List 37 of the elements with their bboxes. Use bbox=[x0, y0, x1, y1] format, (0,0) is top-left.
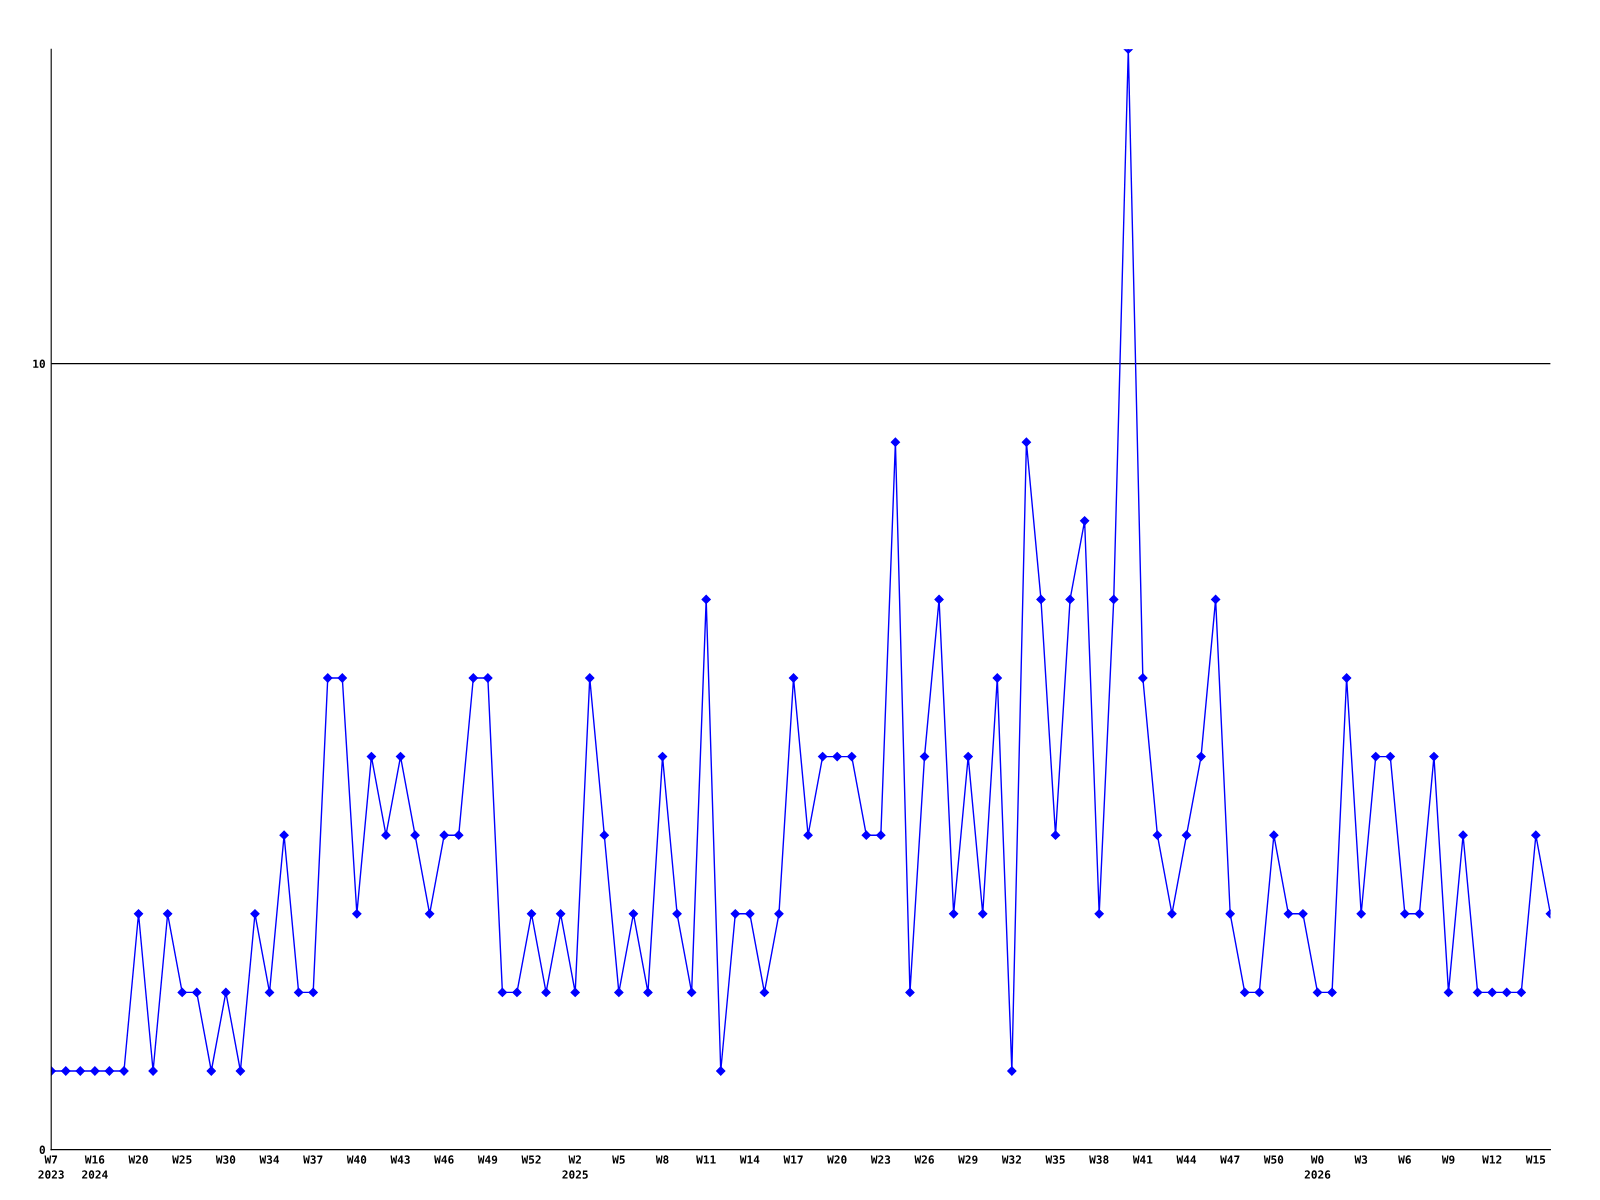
x-tick-label: W8 bbox=[655, 1155, 669, 1164]
x-tick-label: W23 bbox=[870, 1155, 891, 1164]
x-tick-label: W29 bbox=[958, 1155, 978, 1164]
x-tick-label: W43 bbox=[390, 1155, 410, 1164]
x-tick-label: W49 bbox=[477, 1155, 498, 1164]
x-tick-label: W20 bbox=[128, 1155, 148, 1164]
x-tick-label: W37 bbox=[303, 1155, 323, 1164]
x-tick-label: W38 bbox=[1089, 1155, 1109, 1164]
x-tick-label: W26 bbox=[914, 1155, 934, 1164]
x-tick-label: W46 bbox=[434, 1155, 454, 1164]
x-tick-label: W44 bbox=[1176, 1155, 1197, 1164]
x-tick-label: W11 bbox=[696, 1155, 716, 1164]
x-tick-label: W9 bbox=[1441, 1155, 1455, 1164]
x-tick-label: W5 bbox=[612, 1155, 625, 1164]
x-tick-label: W52 bbox=[521, 1155, 541, 1164]
x-tick-label: W35 bbox=[1045, 1155, 1065, 1164]
x-tick-label: W20 bbox=[827, 1155, 847, 1164]
x-tick-label: W12 bbox=[1482, 1155, 1502, 1164]
x-tick-label: W30 bbox=[215, 1155, 236, 1164]
y-tick-label: 10 bbox=[33, 359, 45, 368]
x-tick-label: W16 2024 bbox=[82, 1155, 108, 1179]
x-tick-label: W3 bbox=[1354, 1155, 1368, 1164]
x-tick-label: W0 2026 bbox=[1304, 1155, 1331, 1179]
x-tick-label: W40 bbox=[346, 1155, 367, 1164]
x-tick-label: W47 bbox=[1220, 1155, 1240, 1164]
x-tick-label: W41 bbox=[1132, 1155, 1153, 1164]
x-tick-label: W15 bbox=[1525, 1155, 1546, 1164]
x-tick-label: W14 bbox=[739, 1155, 760, 1164]
x-tick-label: W6 bbox=[1398, 1155, 1411, 1164]
y-tick-label: 0 bbox=[39, 1145, 45, 1154]
x-tick-label: W32 bbox=[1001, 1155, 1021, 1164]
x-tick-label: W7 2023 bbox=[38, 1155, 64, 1179]
x-tick-label: W34 bbox=[259, 1155, 280, 1164]
x-tick-label: W17 bbox=[783, 1155, 803, 1164]
x-tick-label: W2 2025 bbox=[562, 1155, 588, 1179]
x-tick-label: W25 bbox=[172, 1155, 192, 1164]
x-tick-label: W50 bbox=[1263, 1155, 1284, 1164]
